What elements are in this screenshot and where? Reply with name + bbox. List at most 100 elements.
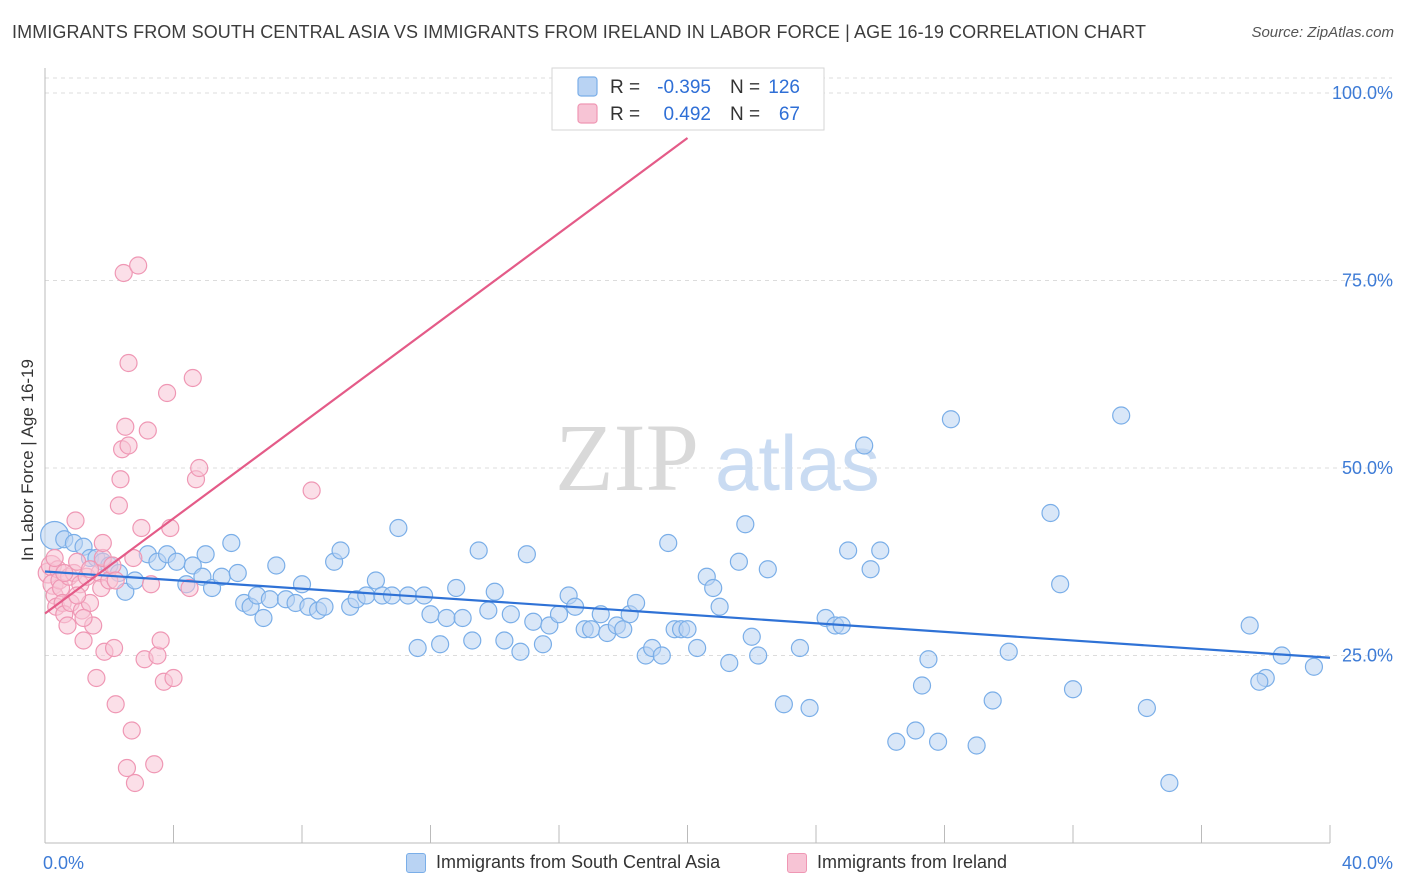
- data-point: [124, 548, 143, 568]
- stats-r-value: 0.492: [663, 104, 711, 125]
- data-point: [941, 410, 961, 429]
- data-point: [729, 552, 749, 571]
- data-point: [790, 638, 810, 658]
- stats-r-label: R =: [610, 77, 640, 98]
- legend-label-ireland: Immigrants from Ireland: [817, 852, 1008, 872]
- data-point: [116, 417, 135, 436]
- data-point: [453, 608, 472, 628]
- data-point: [431, 635, 450, 654]
- data-point: [125, 571, 145, 590]
- data-point: [928, 732, 948, 751]
- data-point: [254, 608, 273, 628]
- data-point: [437, 608, 456, 628]
- data-point: [1051, 575, 1070, 594]
- watermark-zip: ZIP: [555, 404, 699, 511]
- stats-n-label: N =: [730, 77, 760, 98]
- data-point: [104, 638, 124, 658]
- legend-item-south-central-asia: Immigrants from South Central Asia: [406, 852, 720, 873]
- data-point: [222, 533, 241, 553]
- data-point: [408, 638, 427, 658]
- data-point: [148, 646, 167, 665]
- x-tick-label: 0.0%: [43, 853, 84, 873]
- stats-n-value: 126: [768, 77, 800, 98]
- data-point: [1304, 657, 1324, 676]
- chart-title: IMMIGRANTS FROM SOUTH CENTRAL ASIA VS IM…: [12, 22, 1147, 42]
- stats-r-label: R =: [610, 104, 640, 125]
- legend-item-ireland: Immigrants from Ireland: [787, 852, 1007, 873]
- data-point: [106, 571, 125, 590]
- data-point: [967, 736, 986, 755]
- y-tick-label: 25.0%: [1342, 646, 1393, 666]
- data-point: [485, 582, 504, 601]
- data-point: [652, 646, 671, 665]
- data-point: [678, 620, 697, 639]
- y-axis-label: In Labor Force | Age 16-19: [18, 359, 37, 561]
- data-point: [887, 732, 906, 751]
- data-point: [267, 556, 286, 575]
- data-point: [315, 597, 334, 616]
- data-point: [501, 605, 520, 624]
- data-point: [919, 650, 938, 669]
- legend-swatch-south-central-asia: [406, 852, 426, 873]
- data-point: [74, 608, 93, 628]
- data-point: [1160, 773, 1179, 793]
- data-point: [495, 631, 514, 650]
- data-point: [1240, 616, 1259, 635]
- data-point: [260, 590, 279, 609]
- data-point: [906, 721, 925, 740]
- data-point: [511, 642, 530, 661]
- data-point: [138, 421, 157, 440]
- data-point: [912, 676, 932, 695]
- data-point: [861, 560, 880, 579]
- y-tick-label: 75.0%: [1342, 271, 1393, 291]
- data-point: [736, 515, 755, 534]
- data-point: [582, 620, 601, 639]
- data-point: [855, 436, 874, 455]
- data-point: [58, 616, 77, 635]
- legend-swatch-ireland: [787, 852, 807, 873]
- data-point: [66, 511, 85, 530]
- data-point: [688, 638, 707, 658]
- data-point: [125, 773, 145, 793]
- data-point: [114, 263, 133, 283]
- data-point: [447, 578, 466, 598]
- series-south-central-asia-points: [40, 406, 1324, 793]
- data-point: [183, 368, 202, 388]
- grid-lines: [45, 77, 1392, 656]
- data-point: [119, 353, 138, 373]
- data-point: [117, 758, 137, 778]
- data-point: [167, 552, 186, 571]
- data-point: [999, 642, 1018, 661]
- data-point: [1250, 672, 1269, 691]
- tick-labels: 25.0% 50.0% 75.0% 100.0% 0.0% 40.0%: [43, 83, 1393, 873]
- data-point: [774, 695, 793, 714]
- stats-legend-swatch: [577, 76, 598, 97]
- data-point: [129, 256, 148, 275]
- data-point: [119, 436, 138, 455]
- data-point: [190, 458, 209, 478]
- stats-legend-swatch: [577, 103, 598, 124]
- data-point: [742, 627, 761, 646]
- data-point: [389, 518, 408, 538]
- data-point: [196, 545, 215, 564]
- data-point: [357, 586, 376, 605]
- y-tick-label: 100.0%: [1332, 83, 1393, 103]
- data-point: [74, 631, 93, 650]
- data-point: [132, 518, 151, 538]
- data-point: [87, 668, 106, 688]
- bottom-legend: Immigrants from South Central Asia Immig…: [0, 852, 1406, 878]
- data-point: [614, 620, 633, 639]
- series-ireland-points: [37, 83, 636, 793]
- data-point: [111, 470, 130, 489]
- data-point: [109, 496, 128, 515]
- data-point: [479, 601, 498, 620]
- data-point: [106, 695, 125, 714]
- stats-n-value: 67: [779, 104, 800, 125]
- data-point: [180, 578, 199, 598]
- stats-legend: R = -0.395 N = 126 R = 0.492 N = 67: [551, 67, 825, 131]
- data-point: [533, 635, 553, 654]
- data-point: [626, 593, 646, 613]
- data-point: [157, 383, 177, 403]
- data-point: [704, 578, 723, 598]
